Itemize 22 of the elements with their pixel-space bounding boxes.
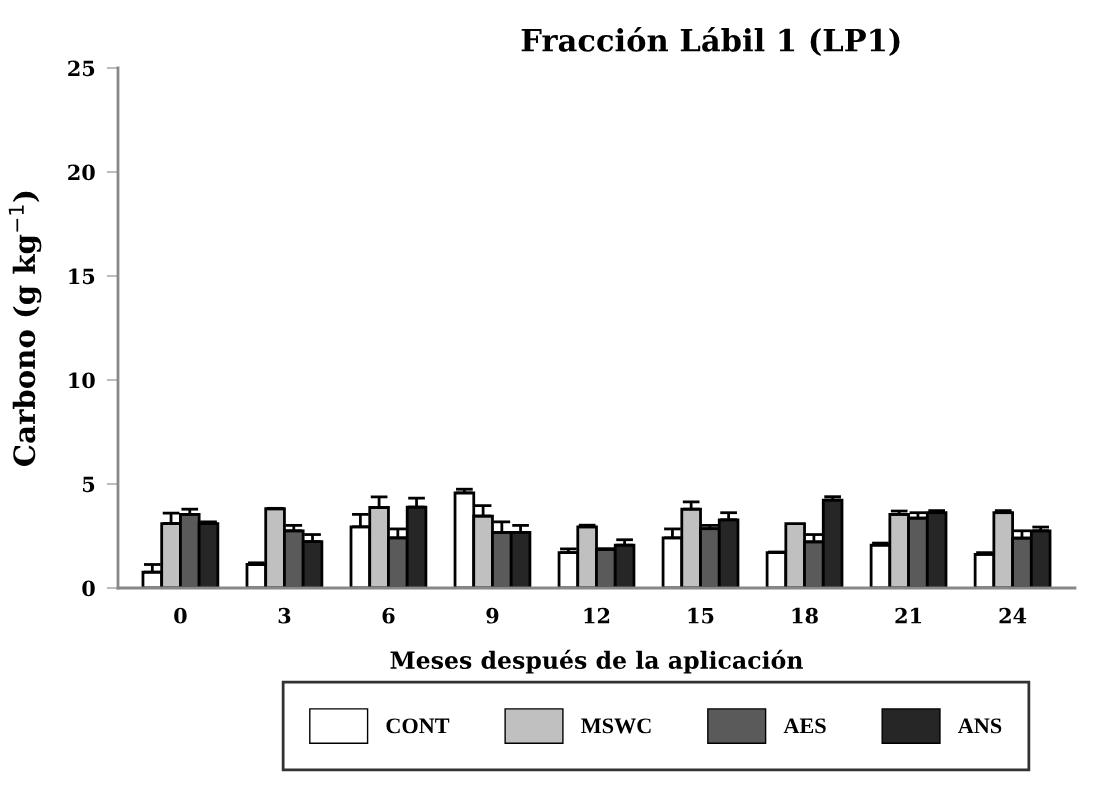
x-tick-label: 6 (382, 607, 395, 624)
y-axis-title: Carbono (g kg$^{−1}$) (8, 191, 42, 466)
x-tick-label: 24 (999, 607, 1027, 624)
y-tick-label: 15 (69, 268, 95, 285)
x-tick-label: 18 (792, 607, 818, 624)
legend-label: CONT (386, 718, 450, 734)
x-tick-label: 9 (486, 607, 499, 624)
y-tick-label: 20 (68, 164, 95, 181)
legend-label: ANS (957, 718, 1002, 734)
x-tick-label: 3 (278, 607, 291, 624)
chart-title: Fracción Lábil 1 (LP1) (521, 26, 900, 57)
y-tick-label: 25 (68, 60, 95, 77)
y-tick-label: 10 (69, 372, 95, 389)
legend-label: AES (783, 718, 826, 734)
x-tick-label: 12 (584, 607, 610, 624)
x-axis-title: Meses después de la aplicación (390, 649, 803, 674)
x-tick-label: 0 (174, 607, 187, 624)
x-tick-label: 15 (688, 607, 714, 624)
legend-label: MSWC (581, 718, 651, 734)
y-tick-label: 5 (82, 476, 95, 493)
x-tick-label: 21 (895, 607, 921, 624)
y-tick-label: 0 (82, 580, 95, 597)
